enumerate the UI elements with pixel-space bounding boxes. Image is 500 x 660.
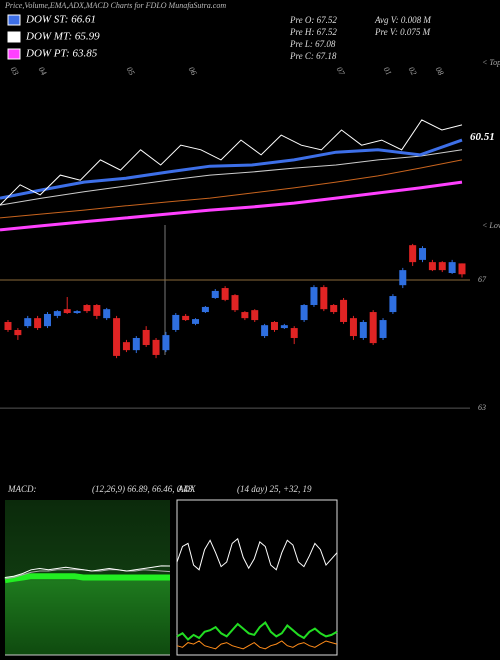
candle-body — [389, 296, 397, 313]
candle-body — [290, 328, 298, 338]
candle-body — [93, 305, 101, 316]
candle-body — [448, 262, 456, 274]
series-line — [4, 565, 171, 578]
legend-label: DOW ST: 66.61 — [25, 14, 96, 26]
candle-body — [103, 309, 111, 319]
candle-body — [409, 245, 417, 263]
candle-body — [399, 270, 407, 286]
panel-label: MACD: — [7, 484, 37, 494]
series-line — [0, 149, 463, 206]
candle-body — [122, 342, 130, 351]
candle-body — [24, 318, 32, 327]
candle-body — [280, 325, 288, 329]
info-text: Pre V: 0.075 M — [374, 27, 431, 37]
candle-body — [142, 329, 150, 346]
series-line — [4, 573, 170, 584]
adx-panel — [176, 499, 338, 656]
candle-body — [4, 321, 12, 330]
candle-body — [428, 262, 436, 271]
candle-body — [14, 329, 22, 336]
candle-body — [63, 309, 71, 314]
candle-body — [43, 313, 51, 327]
series-line — [176, 620, 338, 641]
candle-body — [73, 311, 81, 314]
candle-body — [34, 318, 42, 329]
candle-body — [379, 320, 387, 338]
candle-body — [132, 337, 140, 351]
legend-label: DOW MT: 65.99 — [25, 31, 100, 43]
series-line — [0, 138, 463, 200]
candle-body — [359, 321, 367, 338]
candle-body — [162, 335, 170, 351]
candle-body — [438, 262, 446, 271]
date-label: 03 — [9, 65, 21, 76]
series-line — [176, 640, 338, 650]
candle-body — [192, 319, 200, 324]
info-text: Pre O: 67.52 — [289, 15, 337, 25]
candle-body — [340, 299, 348, 322]
series-line — [0, 180, 463, 232]
legend-swatch — [7, 14, 21, 26]
panel-params: (14 day) 25, +32, 19 — [237, 484, 312, 494]
series-line — [0, 119, 463, 206]
panel-params: (12,26,9) 66.89, 66.46, 0.43 — [92, 484, 193, 494]
date-label: 05 — [125, 65, 137, 76]
candle-body — [261, 325, 269, 337]
candle-body — [53, 311, 61, 316]
candle-body — [172, 314, 180, 330]
candle-body — [310, 287, 318, 306]
candle-body — [231, 295, 239, 311]
annotation: < Tops — [482, 58, 500, 67]
y-tick-label: 60.51 — [470, 131, 495, 143]
info-text: Avg V: 0.008 M — [374, 15, 431, 25]
candle-body — [182, 315, 190, 321]
date-label: 06 — [187, 65, 199, 76]
date-label: 08 — [434, 65, 446, 76]
candle-body — [221, 288, 229, 300]
candle-body — [458, 263, 466, 275]
candle-body — [330, 305, 338, 313]
date-label: 04 — [37, 65, 49, 76]
legend-swatch — [7, 31, 21, 43]
date-label: 01 — [382, 65, 394, 76]
info-text: Pre H: 67.52 — [289, 27, 337, 37]
candle-body — [211, 290, 219, 298]
legend-label: DOW PT: 63.85 — [25, 48, 98, 60]
date-label: 02 — [407, 65, 419, 76]
candle-body — [113, 318, 121, 356]
candle-body — [201, 306, 209, 313]
y-tick-label: 63 — [478, 403, 486, 412]
candle-body — [251, 310, 259, 321]
y-tick-label: 67 — [478, 275, 487, 284]
candle-body — [419, 248, 427, 260]
candle-body — [349, 318, 357, 337]
candle-body — [83, 305, 91, 312]
legend-swatch — [7, 48, 21, 60]
info-text: Pre C: 67.18 — [289, 51, 337, 61]
page-title: Price,Volume,EMA,ADX,MACD Charts for FDL… — [4, 1, 226, 10]
info-text: Pre L: 67.08 — [289, 39, 336, 49]
series-line — [176, 537, 338, 571]
candle-body — [241, 312, 249, 319]
candle-body — [369, 312, 377, 344]
series-line — [0, 159, 463, 219]
candle-body — [152, 339, 160, 355]
annotation: < Lows — [482, 221, 500, 230]
candle-body — [270, 321, 278, 330]
panel-label: ADX — [177, 484, 196, 494]
candle-body — [300, 305, 308, 321]
candle-body — [320, 287, 328, 310]
